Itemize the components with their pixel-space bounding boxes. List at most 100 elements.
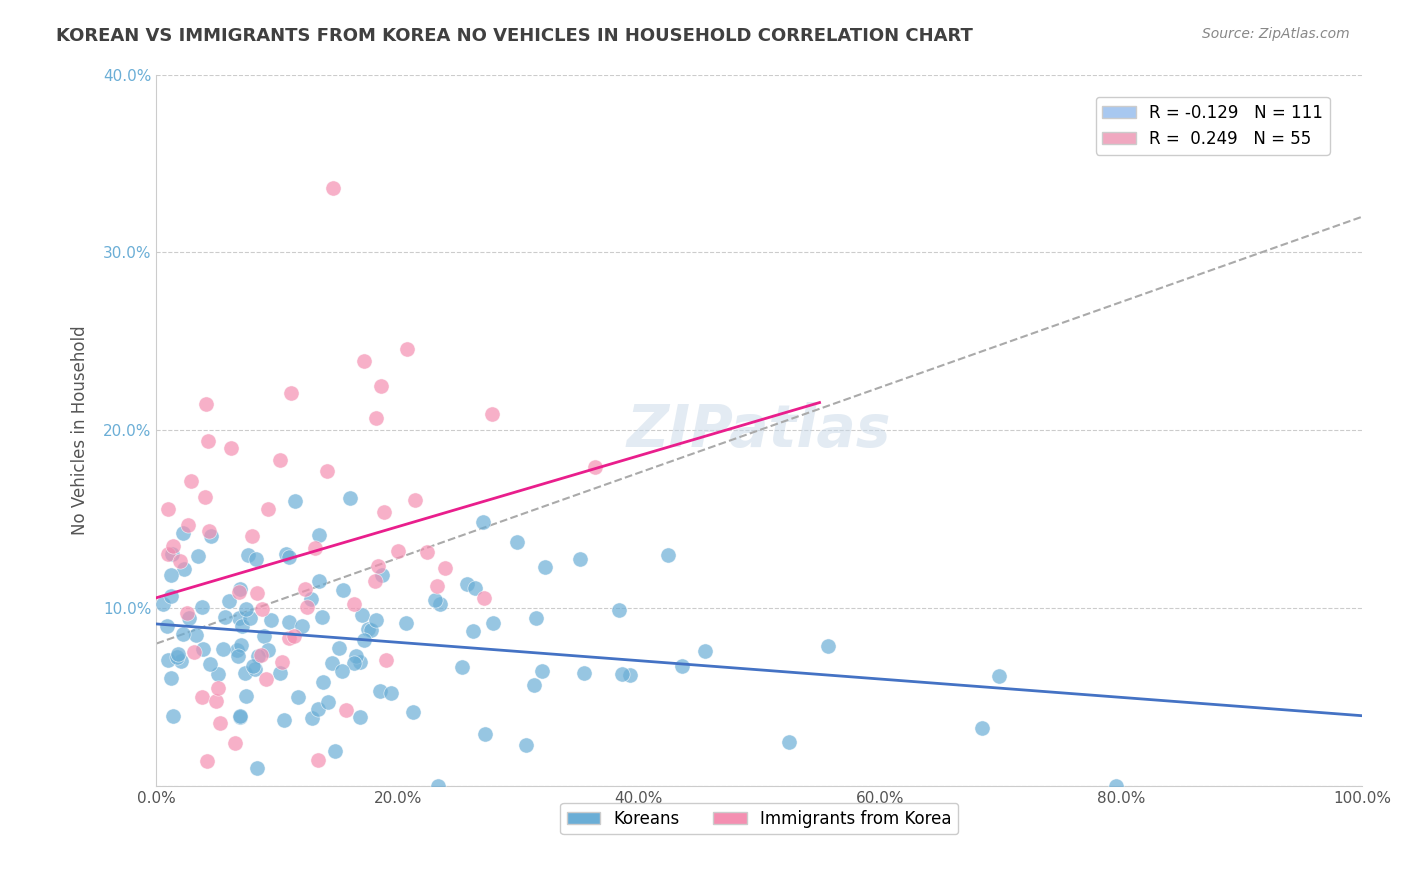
Koreans bbox=[311, 675, 333, 690]
Koreans bbox=[568, 552, 591, 566]
Immigrants from Korea bbox=[472, 591, 495, 605]
Koreans bbox=[184, 628, 207, 642]
Koreans bbox=[260, 613, 283, 627]
Koreans bbox=[423, 592, 446, 607]
Koreans bbox=[328, 641, 350, 656]
Koreans bbox=[671, 659, 693, 673]
Koreans bbox=[332, 583, 354, 598]
Koreans bbox=[574, 665, 596, 680]
Koreans bbox=[360, 624, 382, 638]
Koreans bbox=[523, 678, 546, 692]
Koreans bbox=[970, 722, 993, 736]
Koreans bbox=[311, 609, 333, 624]
Koreans bbox=[343, 657, 366, 671]
Koreans bbox=[229, 638, 252, 652]
Immigrants from Korea bbox=[249, 648, 271, 663]
Koreans bbox=[160, 568, 183, 582]
Koreans bbox=[402, 706, 425, 720]
Immigrants from Korea bbox=[257, 501, 280, 516]
Koreans bbox=[218, 594, 240, 608]
Immigrants from Korea bbox=[277, 631, 299, 645]
Koreans bbox=[245, 761, 267, 775]
Immigrants from Korea bbox=[191, 690, 214, 705]
Immigrants from Korea bbox=[156, 548, 179, 562]
Koreans bbox=[524, 611, 547, 625]
Koreans bbox=[277, 549, 299, 564]
Koreans bbox=[243, 663, 266, 677]
Koreans bbox=[308, 574, 330, 588]
Koreans bbox=[273, 714, 295, 728]
Koreans bbox=[226, 649, 249, 664]
Immigrants from Korea bbox=[194, 397, 217, 411]
Koreans bbox=[344, 649, 367, 664]
Immigrants from Korea bbox=[481, 407, 503, 421]
Immigrants from Korea bbox=[250, 602, 273, 616]
Koreans bbox=[256, 642, 278, 657]
Immigrants from Korea bbox=[294, 582, 316, 596]
Koreans bbox=[214, 610, 236, 624]
Koreans bbox=[284, 494, 307, 508]
Immigrants from Korea bbox=[254, 673, 277, 687]
Koreans bbox=[307, 702, 329, 716]
Immigrants from Korea bbox=[156, 502, 179, 516]
Immigrants from Korea bbox=[162, 539, 184, 553]
Immigrants from Korea bbox=[176, 606, 198, 620]
Immigrants from Korea bbox=[180, 474, 202, 488]
Immigrants from Korea bbox=[304, 541, 326, 555]
Immigrants from Korea bbox=[207, 681, 229, 695]
Immigrants from Korea bbox=[246, 585, 269, 599]
Immigrants from Korea bbox=[270, 655, 292, 669]
Immigrants from Korea bbox=[195, 754, 218, 768]
Immigrants from Korea bbox=[322, 181, 344, 195]
Koreans bbox=[607, 603, 630, 617]
Koreans bbox=[247, 648, 270, 663]
Immigrants from Korea bbox=[221, 442, 243, 456]
Koreans bbox=[619, 668, 641, 682]
Koreans bbox=[464, 581, 486, 595]
Immigrants from Korea bbox=[416, 545, 439, 559]
Immigrants from Korea bbox=[269, 453, 291, 467]
Koreans bbox=[426, 779, 449, 793]
Koreans bbox=[274, 547, 297, 561]
Koreans bbox=[349, 710, 371, 724]
Immigrants from Korea bbox=[335, 703, 357, 717]
Koreans bbox=[269, 665, 291, 680]
Koreans bbox=[253, 629, 276, 643]
Koreans bbox=[350, 608, 373, 623]
Koreans bbox=[471, 516, 494, 530]
Koreans bbox=[451, 660, 474, 674]
Koreans bbox=[160, 547, 183, 561]
Koreans bbox=[191, 642, 214, 657]
Koreans bbox=[200, 657, 222, 672]
Koreans bbox=[162, 709, 184, 723]
Koreans bbox=[534, 560, 557, 574]
Immigrants from Korea bbox=[169, 553, 191, 567]
Immigrants from Korea bbox=[373, 505, 395, 519]
Immigrants from Korea bbox=[295, 600, 318, 615]
Immigrants from Korea bbox=[205, 693, 228, 707]
Koreans bbox=[229, 710, 252, 724]
Koreans bbox=[177, 611, 200, 625]
Koreans bbox=[228, 611, 250, 625]
Koreans bbox=[461, 624, 484, 639]
Koreans bbox=[339, 491, 361, 505]
Koreans bbox=[242, 659, 264, 673]
Koreans bbox=[287, 690, 309, 705]
Koreans bbox=[1104, 779, 1126, 793]
Koreans bbox=[200, 529, 222, 543]
Koreans bbox=[278, 615, 301, 630]
Koreans bbox=[349, 655, 371, 669]
Immigrants from Korea bbox=[396, 342, 419, 356]
Koreans bbox=[299, 591, 322, 606]
Koreans bbox=[380, 685, 402, 699]
Immigrants from Korea bbox=[280, 386, 302, 401]
Koreans bbox=[291, 619, 314, 633]
Koreans bbox=[236, 549, 259, 563]
Y-axis label: No Vehicles in Household: No Vehicles in Household bbox=[72, 326, 89, 535]
Koreans bbox=[233, 665, 256, 680]
Koreans bbox=[173, 562, 195, 576]
Immigrants from Korea bbox=[374, 653, 396, 667]
Immigrants from Korea bbox=[364, 574, 387, 588]
Koreans bbox=[353, 633, 375, 648]
Koreans bbox=[531, 665, 554, 679]
